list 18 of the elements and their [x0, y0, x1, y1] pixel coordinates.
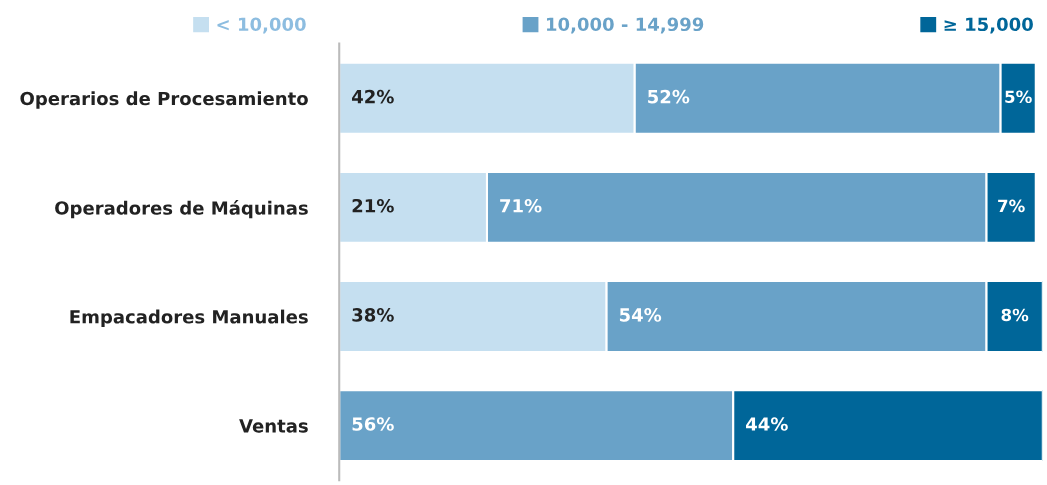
y-tick-label: Ventas	[239, 419, 308, 433]
data-label: 52%	[648, 89, 690, 104]
data-label: 21%	[352, 198, 394, 213]
legend-label: 10,000 - 14,999	[546, 17, 704, 34]
data-label: 42%	[352, 89, 394, 104]
data-label: 56%	[352, 417, 394, 431]
y-tick-label: Operadores de Máquinas	[55, 200, 308, 219]
legend-label: < 10,000	[217, 17, 306, 34]
data-label: 7%	[998, 199, 1025, 213]
y-tick-label: Empacadores Manuales	[70, 309, 308, 328]
data-label: 54%	[619, 308, 662, 322]
data-label: 44%	[746, 417, 788, 431]
data-label: 8%	[1001, 308, 1029, 322]
legend-label: ≥ 15,000	[944, 17, 1033, 34]
y-tick-label: Operarios de Procesamiento	[20, 91, 308, 109]
data-label: 71%	[500, 198, 542, 213]
data-label: 38%	[352, 308, 394, 322]
data-label: 5%	[1005, 90, 1032, 104]
